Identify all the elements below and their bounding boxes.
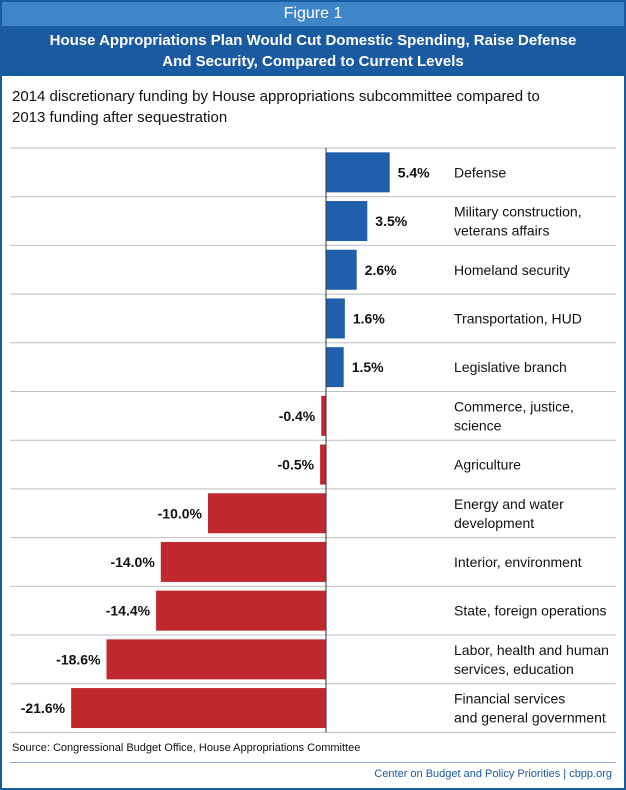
category-label-line: Defense bbox=[454, 164, 506, 180]
bar bbox=[208, 493, 326, 534]
category-label-line: Energy and water bbox=[454, 496, 564, 512]
category-label: State, foreign operations bbox=[454, 603, 607, 619]
category-label-line: Transportation, HUD bbox=[454, 310, 582, 326]
chart-title-line-1: House Appropriations Plan Would Cut Dome… bbox=[49, 32, 577, 49]
chart-subtitle-line-1: 2014 discretionary funding by House appr… bbox=[12, 88, 540, 105]
category-label-line: Labor, health and human bbox=[454, 642, 609, 658]
bar-value-label: -10.0% bbox=[158, 505, 203, 521]
chart-title: House Appropriations Plan Would Cut Dome… bbox=[2, 26, 624, 76]
figure-label: Figure 1 bbox=[2, 2, 624, 26]
category-label-line: veterans affairs bbox=[454, 223, 549, 239]
bar bbox=[326, 347, 344, 388]
chart-subtitle: 2014 discretionary funding by House appr… bbox=[12, 86, 612, 128]
bar bbox=[326, 249, 357, 290]
category-label-line: services, education bbox=[454, 661, 574, 677]
bar-value-label: 1.6% bbox=[353, 310, 385, 326]
bar-value-label: 2.6% bbox=[365, 262, 397, 278]
category-label-line: Interior, environment bbox=[454, 554, 582, 570]
category-label: Military construction, veterans affairs bbox=[454, 204, 582, 239]
category-label-line: Homeland security bbox=[454, 262, 570, 278]
chart-subtitle-line-2: 2013 funding after sequestration bbox=[12, 109, 228, 126]
bar bbox=[326, 152, 390, 193]
category-label-line: Legislative branch bbox=[454, 359, 567, 375]
bar bbox=[326, 298, 345, 339]
bar-value-label: -0.5% bbox=[278, 457, 315, 473]
category-label-line: development bbox=[454, 515, 534, 531]
bar bbox=[106, 639, 327, 680]
bar-value-label: -18.6% bbox=[56, 651, 101, 667]
bar bbox=[320, 444, 326, 485]
credit-line: Center on Budget and Policy Priorities |… bbox=[374, 768, 612, 780]
category-label: Labor, health and human services, educati… bbox=[454, 642, 609, 677]
bar-value-label: -14.0% bbox=[110, 554, 155, 570]
category-label-line: Financial services bbox=[454, 691, 565, 707]
bar-value-label: -21.6% bbox=[21, 700, 66, 716]
category-label: Financial services and general government bbox=[454, 691, 606, 726]
category-label-line: and general government bbox=[454, 710, 606, 726]
category-label-line: Military construction, bbox=[454, 204, 582, 220]
bar bbox=[160, 541, 326, 582]
category-label: Commerce, justice, science bbox=[454, 398, 574, 433]
category-label: Transportation, HUD bbox=[454, 310, 582, 326]
bar-value-label: 1.5% bbox=[352, 359, 384, 375]
bar-value-label: -14.4% bbox=[106, 603, 151, 619]
footer-divider bbox=[10, 762, 616, 763]
category-label-line: State, foreign operations bbox=[454, 603, 607, 619]
bar-value-label: 3.5% bbox=[375, 213, 407, 229]
category-label-line: science bbox=[454, 417, 502, 433]
chart-title-line-2: And Security, Compared to Current Levels bbox=[162, 53, 464, 70]
category-label: Homeland security bbox=[454, 262, 570, 278]
category-label: Energy and water development bbox=[454, 496, 564, 531]
category-label: Defense bbox=[454, 164, 506, 180]
bar-value-label: -0.4% bbox=[279, 408, 316, 424]
bar-value-label: 5.4% bbox=[398, 164, 430, 180]
category-label: Interior, environment bbox=[454, 554, 582, 570]
category-label: Agriculture bbox=[454, 457, 521, 473]
bar-chart: 5.4% Defense 3.5% Military construction, vet… bbox=[10, 147, 616, 733]
bar bbox=[71, 688, 327, 729]
source-note: Source: Congressional Budget Office, Hou… bbox=[12, 742, 361, 754]
category-label-line: Commerce, justice, bbox=[454, 398, 574, 414]
bar bbox=[326, 201, 368, 242]
bar bbox=[156, 590, 326, 631]
category-label: Legislative branch bbox=[454, 359, 567, 375]
category-label-line: Agriculture bbox=[454, 457, 521, 473]
bar bbox=[321, 395, 326, 436]
